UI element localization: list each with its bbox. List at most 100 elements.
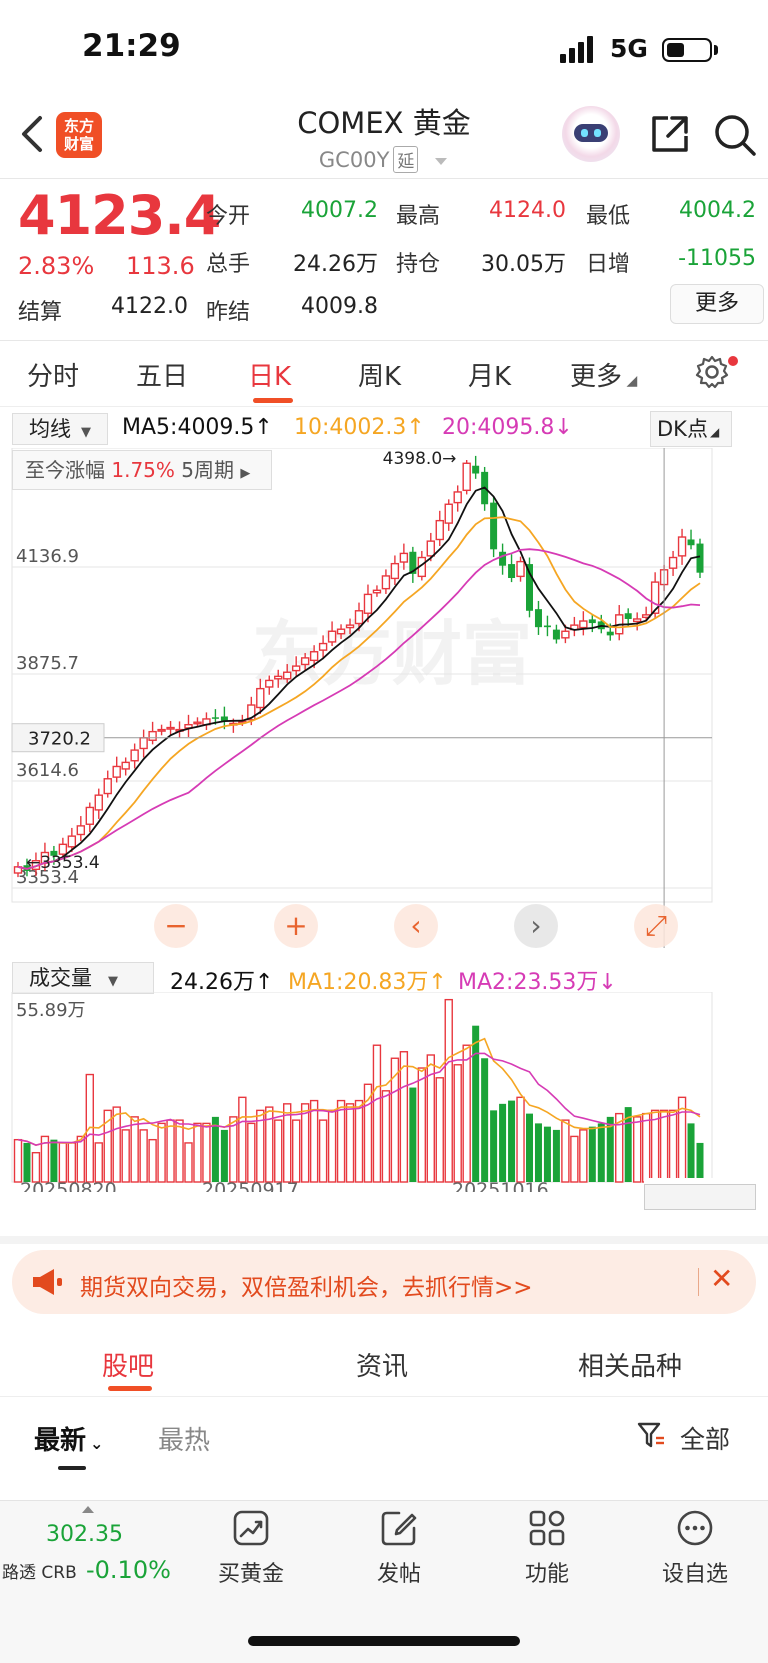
tab-weekly-k[interactable]: 周K [358,362,402,392]
more-quote-button[interactable]: 更多 [670,284,764,324]
candle-up [390,562,400,580]
instrument-code-selector[interactable]: GC00Y 延 [200,146,568,173]
volume-bar-up [67,1142,77,1183]
tab-intraday[interactable]: 分时 [27,362,80,392]
volume-bar-up [238,1096,247,1183]
candle-up [58,843,68,855]
divider [0,406,768,407]
scroll-left-button[interactable]: ‹ [394,904,438,948]
volume-bar-up [372,1044,382,1183]
app-logo: 东方 财富 [56,112,102,158]
functions-button[interactable]: 功能 [492,1508,602,1588]
battery-tip [714,45,718,55]
candle-up [67,835,77,848]
crosshair-value: 3720.2 [28,729,91,750]
share-icon[interactable] [648,112,692,156]
crb-value[interactable]: 302.35 [46,1522,123,1547]
candle-up [193,721,202,725]
megaphone-icon [33,1269,62,1295]
buy-gold-button[interactable]: 买黄金 [196,1508,306,1588]
candle-up [256,687,265,709]
ai-assistant-icon[interactable] [562,106,620,162]
plot-frame [11,448,713,903]
volume-bar-up [417,1067,427,1183]
date-axis-label: 20251016 [452,1179,549,1192]
tab-forum[interactable]: 股吧 [102,1352,155,1382]
dk-point-button[interactable]: DK点 ◢ [650,411,732,447]
volume-value: 24.26万↑ [170,970,274,995]
candle-down [552,629,560,640]
volume-bar-up [291,1119,301,1183]
scroll-right-button[interactable]: › [514,904,558,948]
volume-bar-down [606,1116,614,1182]
candle-down [211,717,219,719]
search-icon[interactable] [712,112,758,158]
fullscreen-button[interactable]: ⤢ [634,904,678,948]
volume-chart[interactable]: 55.89万 20250820 20250917 20251016 [0,992,768,1192]
candle-up [166,726,175,730]
volume-bar-up [157,1122,166,1183]
add-watchlist-button[interactable]: 设自选 [640,1508,750,1588]
volume-bar-down [543,1126,551,1182]
volume-bar-up [641,1112,651,1183]
zoom-out-button[interactable]: − [154,904,198,948]
notification-dot [728,356,738,366]
volume-bar-up [327,1109,337,1183]
tab-more[interactable]: 更多 ◢ [570,362,638,392]
volume-bar-up [632,1116,642,1183]
volume-bar-up [274,1119,283,1183]
candle-down [50,850,58,856]
volume-indicator-selector[interactable]: 成交量 ▼ [12,962,154,994]
candle-up [265,679,274,688]
post-button[interactable]: 发帖 [344,1508,454,1588]
back-icon[interactable] [18,112,48,156]
high-label: 最高 [396,204,441,229]
volume-bar-down [50,1139,58,1182]
volume-bar-up [426,1054,435,1183]
tab-daily-k[interactable]: 日K [248,362,292,392]
candlestick-chart[interactable]: 东方财富4136.93875.73614.63353.43720.24398.0… [0,448,768,948]
candle-up [561,630,570,639]
volume-bar-up [390,1057,400,1183]
volume-bar-up [76,1135,86,1183]
promo-banner[interactable] [12,1250,756,1314]
open-label: 今开 [206,204,251,229]
ma10-value: 10:4002.3↑ [294,415,425,440]
volume-bar-up [229,1116,238,1183]
volume-bar-down [220,1129,228,1182]
volume-bar-down [696,1142,704,1182]
zoom-in-button[interactable]: + [274,904,318,948]
volume-bar-down [552,1129,560,1182]
home-indicator[interactable] [248,1636,520,1646]
gear-icon[interactable] [694,354,730,390]
candle-up [677,536,687,557]
candle-up [363,593,373,614]
ma-selector[interactable]: 均线 ▼ [12,413,108,445]
volume-bar-up [300,1103,310,1183]
sort-hot[interactable]: 最热 [158,1426,211,1456]
close-icon[interactable]: ✕ [710,1262,734,1295]
tab-news[interactable]: 资讯 [356,1352,409,1382]
candle-up [76,825,86,836]
crb-name[interactable]: 路透 CRB [2,1563,77,1583]
instrument-title: COMEX 黄金 [297,106,471,140]
volume-bar-up [579,1129,588,1183]
since-change-box[interactable]: 至今涨幅 1.75% 5周期 ▶ [12,450,272,490]
tab-five-day[interactable]: 五日 [136,362,189,392]
ma5-line [17,486,701,870]
promo-text[interactable]: 期货双向交易，双倍盈利机会，去抓行情>> [80,1275,533,1301]
volume-bar-up [336,1099,346,1183]
filter-label[interactable]: 全部 [680,1425,731,1454]
candle-up [399,552,409,563]
candle-down [606,631,614,636]
expand-arrow-icon[interactable] [82,1506,94,1513]
volume-bar-up [659,1109,669,1183]
crb-change[interactable]: -0.10% [86,1556,171,1584]
volume-bar-up [40,1135,50,1183]
tab-monthly-k[interactable]: 月K [468,362,512,392]
sort-latest[interactable]: 最新 ⌄ [34,1426,104,1456]
filter-icon[interactable] [636,1420,666,1450]
tab-related[interactable]: 相关品种 [578,1352,683,1382]
volume-bar-up [175,1119,184,1183]
volume-bar-down [481,1058,489,1182]
